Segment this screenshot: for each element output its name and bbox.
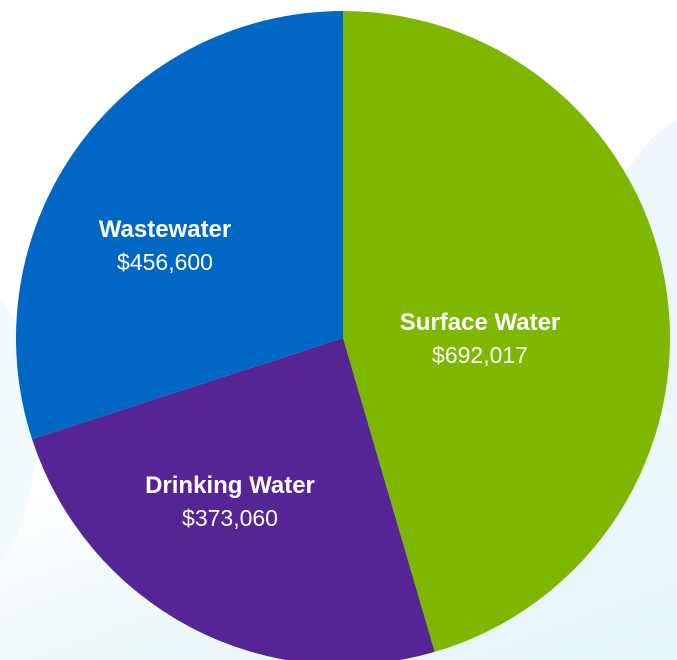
pie-slice-surface-water — [343, 11, 671, 652]
slice-name-label: Surface Water — [400, 309, 561, 336]
pie-labels: Surface Water $692,017 Drinking Water $373,… — [99, 216, 561, 531]
slice-value-label: $456,600 — [117, 249, 213, 275]
pie-slice-wastewater — [15, 11, 344, 440]
slice-value-label: $692,017 — [432, 342, 528, 368]
slice-name-label: Wastewater — [99, 216, 232, 243]
pie-slices — [15, 11, 671, 660]
slice-value-label: $373,060 — [182, 505, 278, 531]
slice-name-label: Drinking Water — [145, 472, 315, 499]
pie-slice-drinking-water — [32, 338, 435, 660]
